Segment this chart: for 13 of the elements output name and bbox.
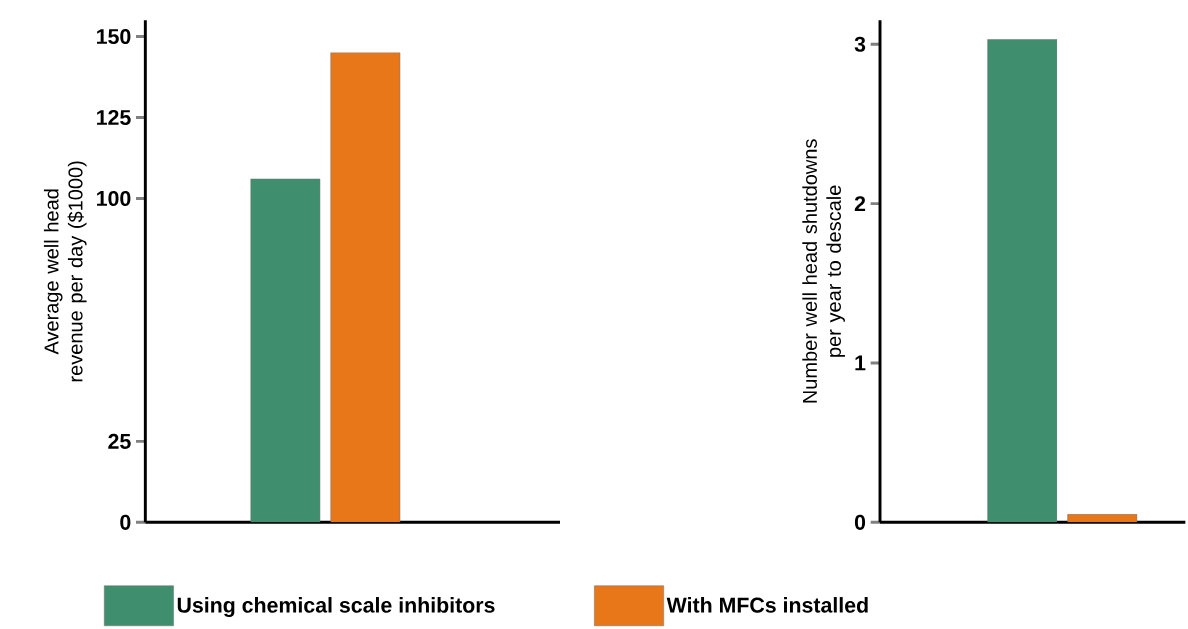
legend-label: With MFCs installed — [666, 597, 868, 613]
y-axis-title: Average well head revenue per day ($1000) — [43, 161, 87, 382]
y-tick-label: 150 — [97, 28, 131, 45]
y-tick-label: 2 — [854, 196, 866, 212]
y-tick-label: 25 — [108, 433, 131, 449]
y-tick-label: 0 — [120, 514, 131, 530]
y-tick-label: 3 — [854, 36, 866, 52]
y-tick-label: 125 — [97, 109, 131, 126]
y-tick-label: 0 — [854, 514, 866, 530]
y-axis-title: Number well head shutdowns per year to descale — [802, 139, 845, 403]
y-tick-label: 1 — [855, 355, 866, 371]
y-tick-label: 100 — [97, 190, 131, 207]
legend-label: Using chemical scale inhibitors — [177, 597, 495, 618]
